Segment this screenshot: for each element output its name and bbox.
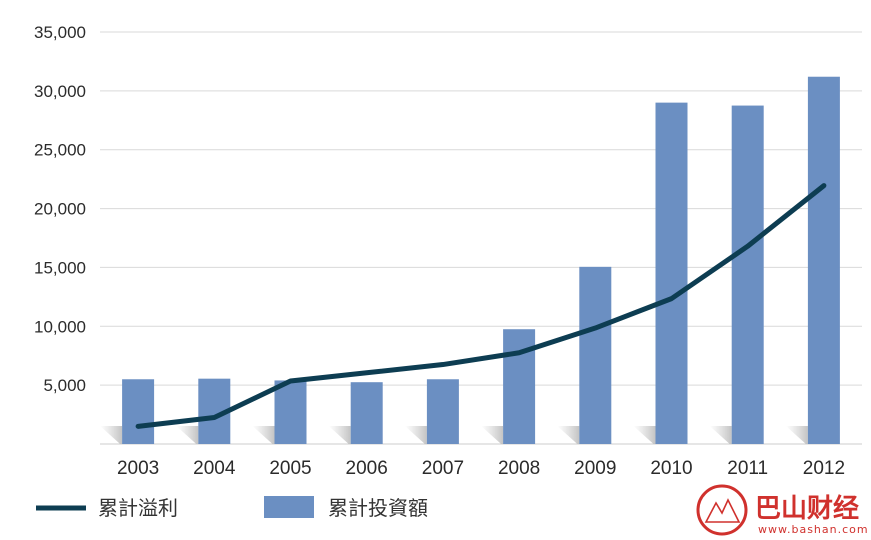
x-tick-label: 2006 [346, 458, 388, 479]
line-series [135, 183, 827, 429]
bar-shadow [404, 426, 427, 444]
y-tick-label: 25,000 [34, 141, 86, 160]
watermark-logo: 巴山财经 www.bashan.com [696, 484, 869, 536]
x-tick-label: 2012 [803, 458, 845, 479]
mountain-icon [704, 498, 741, 523]
legend-line-label: 累計溢利 [98, 496, 178, 520]
bar-shadow [252, 426, 275, 444]
watermark-title: 巴山财经 [755, 493, 859, 524]
y-tick-label: 20,000 [34, 200, 86, 219]
bar [579, 266, 612, 444]
y-tick-label: 30,000 [34, 82, 86, 101]
y-tick-label: 35,000 [34, 23, 86, 42]
bar-shadow [328, 426, 351, 444]
bar [731, 105, 764, 445]
y-tick-label: 15,000 [34, 258, 86, 277]
legend-bar-swatch [264, 496, 314, 518]
legend: 累計溢利 累計投資額 [36, 496, 428, 520]
x-tick-label: 2007 [422, 458, 464, 479]
bar [503, 329, 536, 444]
bar-shadow [557, 426, 580, 444]
bar-shadow [481, 426, 504, 444]
x-tick-label: 2004 [193, 458, 236, 479]
bars [122, 76, 840, 445]
x-tick-label: 2005 [269, 458, 311, 479]
bar [426, 379, 459, 444]
grid-lines [100, 31, 862, 445]
bar-shadow [176, 426, 199, 444]
y-tick-label: 10,000 [34, 317, 86, 336]
bar-shadow [100, 426, 123, 444]
bar [807, 76, 840, 444]
bar [655, 102, 688, 444]
profit-line [135, 183, 827, 429]
y-tick-label: 5,000 [43, 376, 86, 395]
bar-shadow [709, 426, 732, 444]
y-axis-ticks: 5,000 10,000 15,000 20,000 25,000 30,000 35,00… [34, 23, 86, 395]
x-tick-label: 2003 [117, 458, 159, 479]
x-tick-label: 2009 [574, 458, 616, 479]
watermark-url: www.bashan.com [758, 523, 869, 536]
x-tick-label: 2011 [727, 458, 768, 479]
bar-shadows [100, 426, 808, 444]
x-tick-label: 2008 [498, 458, 540, 479]
bar-shadow [785, 426, 808, 444]
bar [274, 380, 307, 444]
x-axis-ticks: 2003 2004 2005 2006 2007 2008 2009 2010 2011 2012 [117, 458, 845, 479]
x-tick-label: 2010 [650, 458, 692, 479]
bar [350, 382, 383, 444]
legend-bar-label: 累計投資額 [328, 496, 428, 520]
bar-shadow [633, 426, 656, 444]
seal-icon [696, 484, 748, 536]
bar [122, 379, 155, 444]
